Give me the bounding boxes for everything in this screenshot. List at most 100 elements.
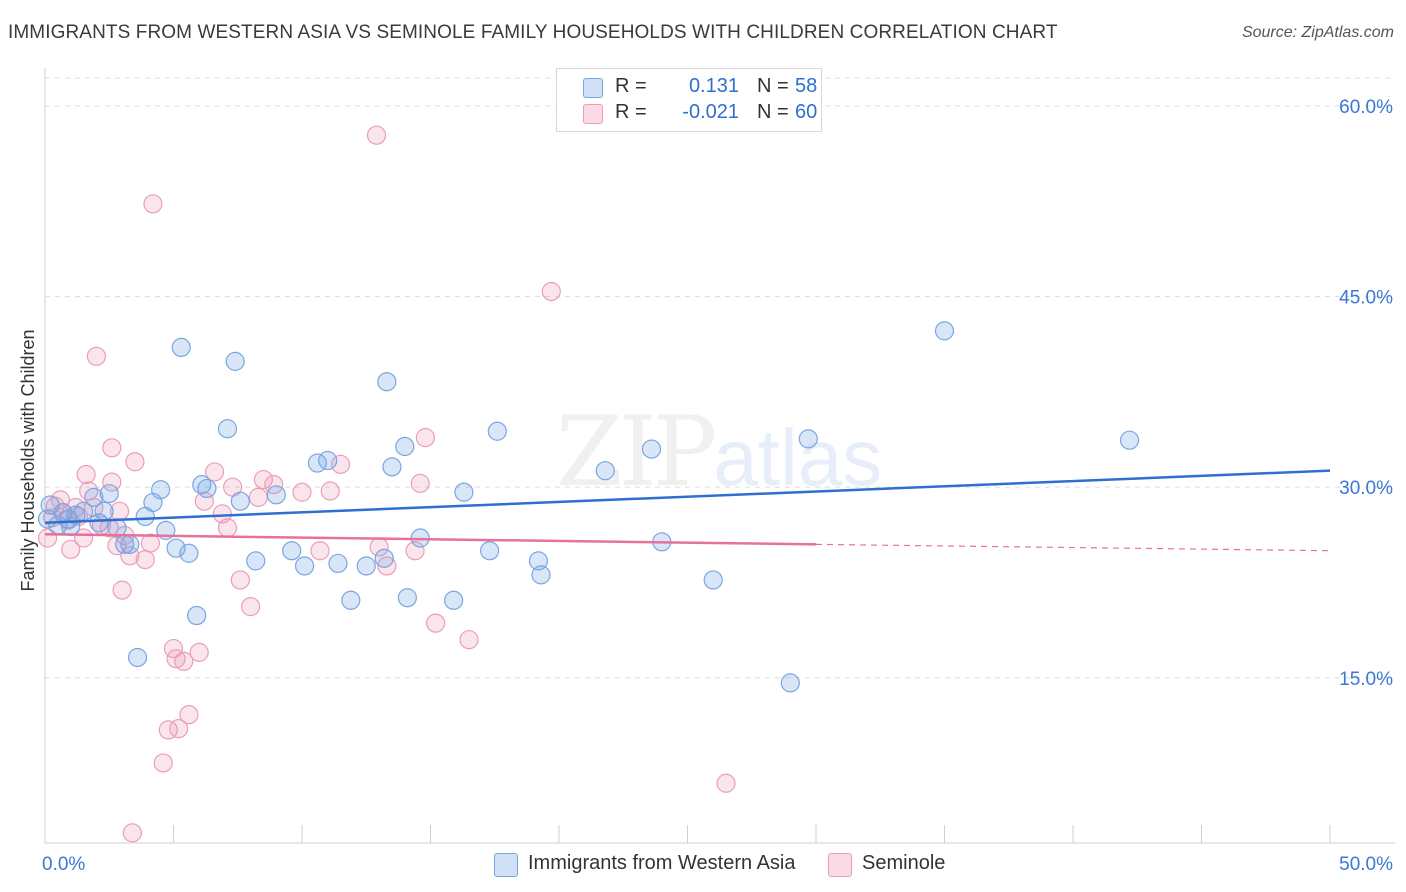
point-immigrants [94,501,114,521]
legend-r-value: -0.021 [682,101,739,123]
point-seminole [179,705,199,725]
point-immigrants [89,513,109,533]
point-immigrants [531,565,551,585]
point-immigrants [374,548,394,568]
point-immigrants [444,590,464,610]
point-seminole [153,753,173,773]
point-seminole [426,613,446,633]
watermark-zip: ZIP [556,396,717,508]
watermark: ZIPatlas [556,396,882,508]
point-seminole [112,580,132,600]
legend-n-value: 60 [795,101,818,123]
legend-r-value: 0.131 [688,75,739,97]
point-immigrants [318,450,338,471]
point-immigrants [454,482,474,502]
axes [44,68,1395,844]
y-tick-label: 30.0% [1339,478,1393,499]
bottom-legend-swatch-immigrants [494,853,518,877]
point-seminole [125,452,145,472]
gridlines [45,77,1395,679]
point-seminole [86,346,107,366]
point-immigrants [328,553,348,574]
bottom-legend-label-immigrants: Immigrants from Western Asia [528,852,796,874]
point-seminole [292,482,312,502]
point-seminole [135,550,155,570]
point-seminole [122,823,142,843]
point-seminole [158,720,178,740]
point-immigrants [179,543,199,563]
point-immigrants [703,570,723,590]
legend-n-value: 58 [795,75,818,97]
point-immigrants [377,372,397,392]
legend-swatch-seminole [583,104,603,124]
point-seminole [310,541,330,561]
point-immigrants [120,534,140,554]
point-immigrants [166,538,186,558]
point-seminole [174,651,194,671]
legend-swatch-immigrants [583,78,603,98]
stats-legend: R = 0.131 N = 58 R = -0.021 N = 60 [556,68,822,132]
point-seminole [217,518,238,538]
point-immigrants [641,439,662,459]
point-seminole [230,570,250,590]
point-seminole [716,773,736,793]
point-seminole [248,487,268,507]
point-immigrants [798,429,818,449]
point-immigrants [294,556,315,576]
point-seminole [541,281,561,302]
point-immigrants [780,673,800,693]
point-immigrants [595,461,615,481]
point-seminole [241,597,261,617]
point-seminole [166,649,186,669]
point-immigrants [487,421,507,441]
point-immigrants [84,487,104,507]
point-immigrants [266,485,286,505]
point-seminole [320,481,340,501]
point-immigrants [934,321,955,341]
trend-line-seminole [44,532,817,546]
point-seminole [459,630,479,650]
point-immigrants [171,337,191,358]
point-immigrants [99,483,119,504]
point-seminole [102,472,122,492]
y-tick-label: 15.0% [1339,669,1393,690]
x-tick-label: 50.0% [1339,854,1393,875]
bottom-legend-swatch-seminole [828,853,852,877]
point-seminole [253,469,274,490]
series-immigrants-points [37,321,1140,693]
point-seminole [120,546,140,566]
point-seminole [102,438,122,458]
legend-r-label: R = [615,75,647,97]
point-immigrants [151,480,171,500]
point-seminole [330,454,351,474]
point-seminole [189,642,209,662]
series-seminole-points [37,125,736,843]
point-immigrants [217,419,238,439]
point-seminole [143,194,163,214]
tick-labels: 15.0% 30.0% 45.0% 60.0% 0.0% 50.0% Family Hous… [18,97,1393,875]
point-seminole [84,497,104,518]
point-seminole [169,719,189,739]
y-tick-label: 45.0% [1339,288,1393,309]
bottom-legend-label-seminole: Seminole [862,852,946,874]
point-immigrants [230,491,250,511]
legend-n-label: N = [757,101,789,123]
y-tick-label: 60.0% [1339,97,1393,118]
legend-n-label: N = [757,75,789,97]
point-immigrants [282,541,302,561]
point-seminole [366,125,387,145]
trend-line-immigrants [44,469,1331,525]
point-immigrants [528,551,549,571]
point-immigrants [382,457,402,477]
point-seminole [415,428,435,448]
point-immigrants [356,556,376,576]
source-label: Source: ZipAtlas.com [1241,24,1394,41]
point-immigrants [341,590,361,610]
point-immigrants [395,436,415,457]
x-tick-label: 0.0% [42,854,85,875]
point-immigrants [127,647,148,668]
point-immigrants [187,605,207,626]
point-immigrants [480,541,500,561]
point-immigrants [192,475,212,495]
point-seminole [377,556,397,576]
